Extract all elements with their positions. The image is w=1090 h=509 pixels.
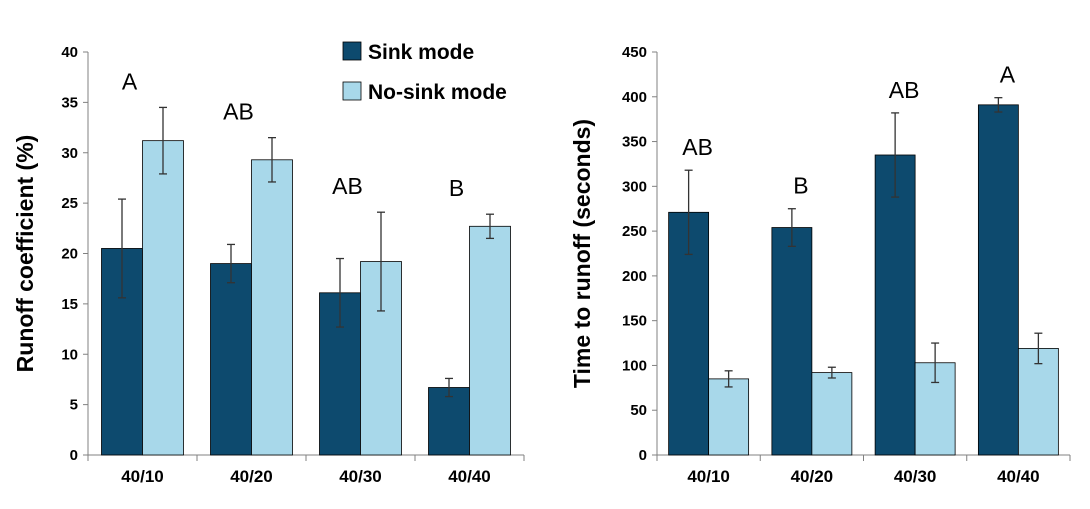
bar-nosink xyxy=(251,159,293,456)
y-tick-label: 0 xyxy=(70,447,78,464)
legend-label-nosink: No-sink mode xyxy=(368,81,507,104)
significance-label: A xyxy=(1000,62,1016,88)
y-tick-label: 35 xyxy=(61,94,78,111)
time-to-runoff-chart: 0 50 100 150 200 250 300 350 400 450 Time to runof… xyxy=(569,44,1071,486)
y-tick-label: 50 xyxy=(630,402,647,419)
legend: Sink mode No-sink mode xyxy=(342,41,507,104)
significance-label: A xyxy=(122,68,138,94)
bar-sink xyxy=(210,263,252,456)
x-tick-label: 40/20 xyxy=(230,467,273,486)
bar-sink xyxy=(771,227,813,456)
y-tick-label: 20 xyxy=(61,246,78,263)
y-tick-label: 250 xyxy=(622,223,647,240)
y-tick-label: 30 xyxy=(61,145,78,162)
bar-sink xyxy=(977,104,1019,456)
bar-nosink xyxy=(469,225,511,456)
y-tick-label: 0 xyxy=(639,447,647,464)
bar-nosink xyxy=(708,378,750,456)
significance-label: B xyxy=(793,173,808,199)
significance-label: AB xyxy=(223,99,254,125)
x-tick-label: 40/40 xyxy=(997,467,1040,486)
bar-nosink xyxy=(1017,348,1059,456)
x-tick-label: 40/10 xyxy=(687,467,730,486)
significance-label: AB xyxy=(682,134,713,160)
x-tick-label: 40/40 xyxy=(448,467,491,486)
significance-label: B xyxy=(449,175,464,201)
x-tick-label: 40/20 xyxy=(791,467,834,486)
bar-sink xyxy=(428,387,470,456)
legend-swatch-sink xyxy=(342,41,362,61)
significance-label: AB xyxy=(889,77,920,103)
bar-sink xyxy=(874,154,916,456)
runoff-coefficient-chart: 0 5 10 15 20 25 30 35 40 Runoff coefficient (%) 40… xyxy=(12,44,525,486)
y-tick-label: 200 xyxy=(622,268,647,285)
y-tick-label: 150 xyxy=(622,313,647,330)
y-tick-label: 40 xyxy=(61,44,78,61)
y-tick-label: 10 xyxy=(61,346,78,363)
bar-nosink xyxy=(811,372,853,456)
y-tick-label: 25 xyxy=(61,195,78,212)
y-tick-label: 400 xyxy=(622,89,647,106)
bar-nosink xyxy=(142,140,184,456)
legend-label-sink: Sink mode xyxy=(368,41,474,64)
y-tick-label: 15 xyxy=(61,296,78,313)
y-tick-label: 5 xyxy=(70,397,78,414)
x-tick-label: 40/30 xyxy=(339,467,382,486)
y-tick-label: 100 xyxy=(622,357,647,374)
x-tick-label: 40/10 xyxy=(121,467,164,486)
y-tick-label: 350 xyxy=(622,134,647,151)
y-tick-label: 300 xyxy=(622,178,647,195)
x-tick-label: 40/30 xyxy=(894,467,937,486)
y-axis-label: Time to runoff (seconds) xyxy=(569,119,595,388)
significance-label: AB xyxy=(332,173,363,199)
y-axis-label: Runoff coefficient (%) xyxy=(12,135,38,373)
legend-swatch-nosink xyxy=(342,81,362,101)
y-tick-label: 450 xyxy=(622,44,647,61)
